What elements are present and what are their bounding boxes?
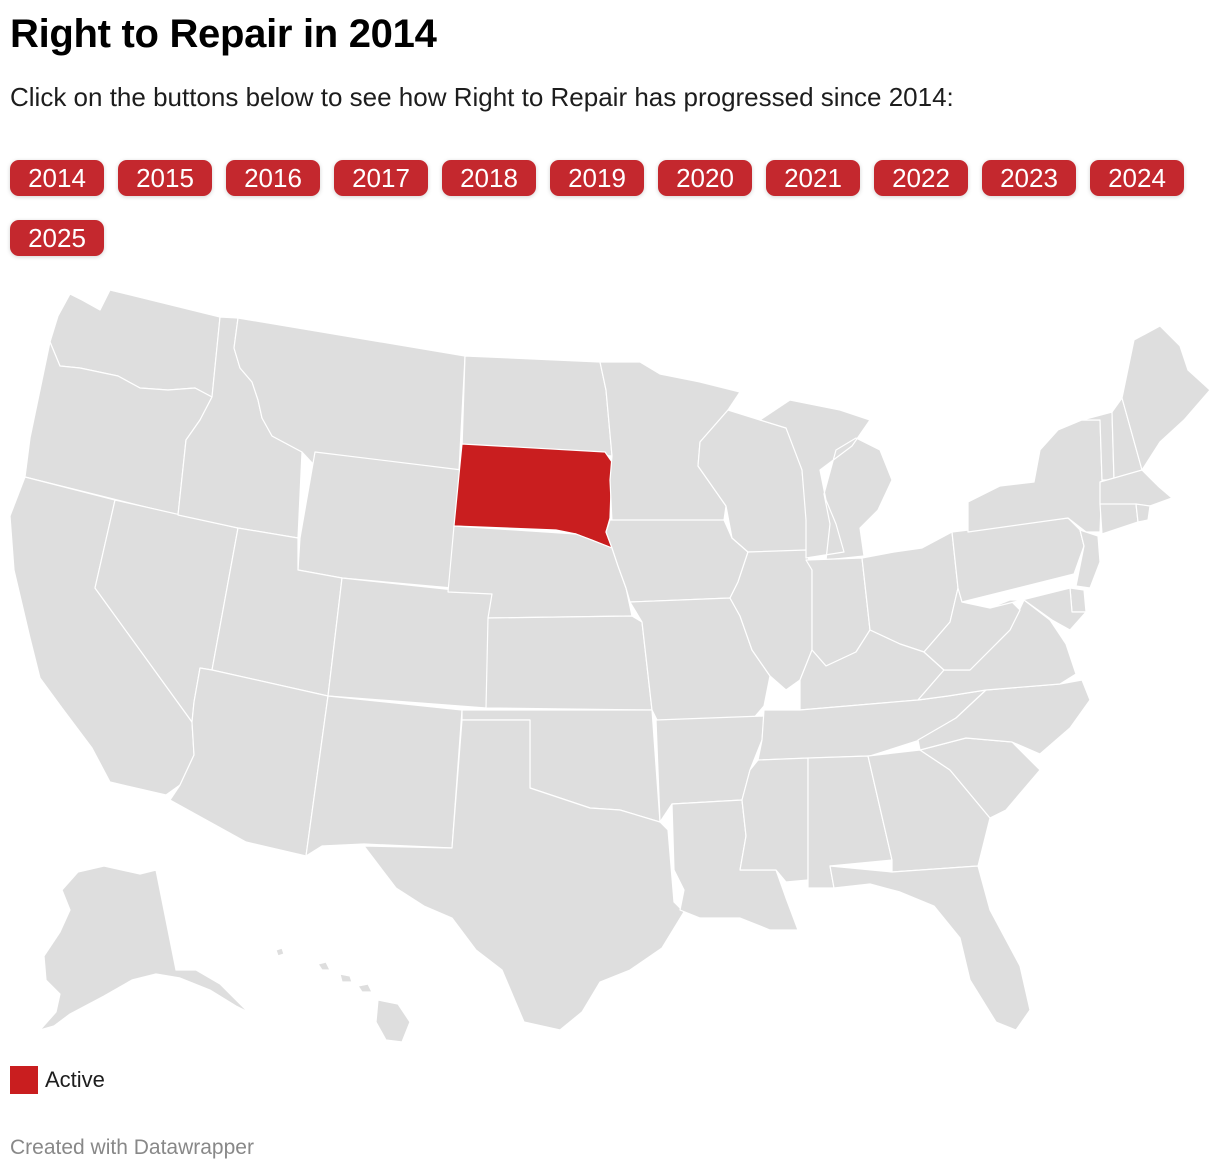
map-legend: Active [10, 1066, 105, 1094]
year-button-2014[interactable]: 2014 [10, 160, 104, 196]
year-button-2023[interactable]: 2023 [982, 160, 1076, 196]
legend-label-active: Active [45, 1067, 105, 1092]
chart-subtitle: Click on the buttons below to see how Ri… [10, 82, 954, 112]
year-button-2021[interactable]: 2021 [766, 160, 860, 196]
year-button-2017[interactable]: 2017 [334, 160, 428, 196]
state-ny[interactable] [967, 419, 1103, 533]
year-button-2016[interactable]: 2016 [226, 160, 320, 196]
year-button-2024[interactable]: 2024 [1090, 160, 1184, 196]
state-ia[interactable] [605, 519, 749, 603]
year-button-2015[interactable]: 2015 [118, 160, 212, 196]
year-button-2022[interactable]: 2022 [874, 160, 968, 196]
state-co[interactable] [327, 577, 493, 709]
year-button-2025[interactable]: 2025 [10, 220, 104, 256]
year-button-group: 2014 2015 2016 2017 2018 2019 2020 2021 … [10, 160, 1200, 256]
state-hi[interactable] [275, 947, 411, 1043]
state-tx[interactable] [363, 719, 685, 1031]
state-me[interactable] [1121, 325, 1211, 471]
state-nd[interactable] [461, 355, 613, 457]
state-wv[interactable] [923, 587, 1021, 671]
state-ak[interactable] [39, 865, 249, 1031]
state-ms[interactable] [739, 757, 809, 883]
non-contiguous-states [39, 865, 411, 1043]
state-ne[interactable] [447, 525, 633, 619]
state-ri[interactable] [1135, 503, 1151, 523]
state-nc[interactable] [917, 679, 1091, 755]
credit-line: Created with Datawrapper [10, 1136, 254, 1159]
state-de[interactable] [1069, 587, 1087, 613]
state-mi[interactable] [759, 399, 893, 561]
state-nm[interactable] [305, 695, 463, 857]
year-button-2018[interactable]: 2018 [442, 160, 536, 196]
state-wy[interactable] [297, 451, 463, 589]
legend-swatch-active [10, 1066, 38, 1094]
state-ks[interactable] [485, 615, 653, 711]
chart-title: Right to Repair in 2014 [10, 12, 437, 56]
state-fl[interactable] [829, 865, 1031, 1031]
state-ct[interactable] [1099, 503, 1139, 535]
contiguous-states [9, 289, 1211, 1031]
year-button-2019[interactable]: 2019 [550, 160, 644, 196]
state-md[interactable] [989, 587, 1087, 631]
state-nj[interactable] [1075, 529, 1101, 589]
us-states-map [9, 289, 1211, 1043]
year-button-2020[interactable]: 2020 [658, 160, 752, 196]
